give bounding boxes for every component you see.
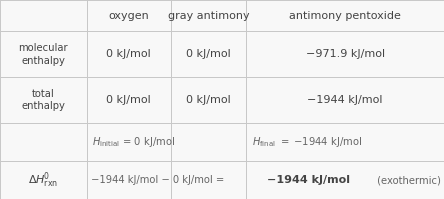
Text: oxygen: oxygen: [108, 11, 149, 21]
Text: 0 kJ/mol: 0 kJ/mol: [186, 49, 231, 59]
Text: −1944 kJ/mol: −1944 kJ/mol: [267, 175, 350, 185]
Text: total
enthalpy: total enthalpy: [21, 89, 65, 111]
Text: 0 kJ/mol: 0 kJ/mol: [107, 95, 151, 105]
Text: molecular
enthalpy: molecular enthalpy: [19, 43, 68, 65]
Text: (exothermic): (exothermic): [374, 175, 441, 185]
Text: gray antimony: gray antimony: [168, 11, 250, 21]
Text: −1944 kJ/mol: −1944 kJ/mol: [307, 95, 383, 105]
Text: antimony pentoxide: antimony pentoxide: [289, 11, 401, 21]
Text: $\mathit{H}_{\rm initial}$ = 0 kJ/mol: $\mathit{H}_{\rm initial}$ = 0 kJ/mol: [92, 135, 175, 149]
Text: $\Delta \mathit{H}^{\!\mathregular{0}}_{\rm rxn}$: $\Delta \mathit{H}^{\!\mathregular{0}}_{…: [28, 170, 58, 190]
Text: 0 kJ/mol: 0 kJ/mol: [186, 95, 231, 105]
Text: −1944 kJ/mol − 0 kJ/mol =: −1944 kJ/mol − 0 kJ/mol =: [91, 175, 227, 185]
Text: $\mathit{H}_{\rm final}$ $=$ $-$1944 kJ/mol: $\mathit{H}_{\rm final}$ $=$ $-$1944 kJ/…: [252, 135, 362, 149]
Text: −971.9 kJ/mol: −971.9 kJ/mol: [305, 49, 385, 59]
Text: 0 kJ/mol: 0 kJ/mol: [107, 49, 151, 59]
